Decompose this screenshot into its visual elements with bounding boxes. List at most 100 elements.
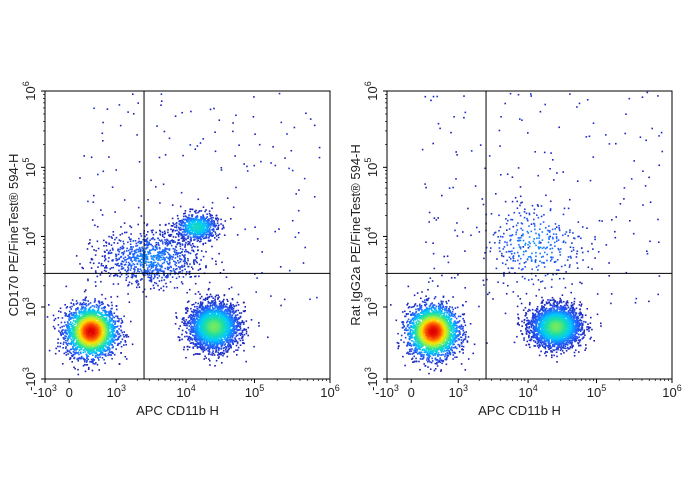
event-point [108,312,111,314]
event-point [196,237,198,240]
event-point [166,266,169,269]
event-point [215,341,217,343]
event-point [103,259,106,262]
event-point [75,351,77,354]
event-point [192,243,194,245]
event-point [188,273,191,275]
event-point [147,258,149,261]
event-point [161,262,164,265]
event-point [168,137,171,140]
event-point [189,208,191,210]
event-point [162,183,165,186]
event-point [208,223,210,225]
event-point [73,338,76,340]
event-point [150,264,152,266]
event-point [110,318,113,321]
event-point [231,308,234,310]
event-point [87,200,89,203]
event-point [106,346,109,349]
event-point [235,328,238,330]
event-point [245,360,247,363]
event-point [181,282,184,285]
event-point [204,308,207,310]
event-point [151,256,154,258]
event-point [174,263,176,266]
event-point [109,348,111,350]
event-point [188,300,190,303]
event-point [209,230,211,233]
event-point [103,350,105,352]
event-point [218,296,220,298]
event-point [241,321,243,324]
event-point [197,310,199,313]
event-point [89,302,92,304]
event-point [110,296,112,298]
event-point [158,244,160,247]
event-point [121,266,123,268]
event-point [200,314,202,316]
event-point [171,230,174,233]
event-point [170,228,172,231]
event-point [75,313,78,315]
event-point [142,263,145,266]
event-point [103,314,106,316]
event-point [158,269,161,271]
event-point [192,268,194,270]
event-point [196,353,199,355]
event-point [112,341,115,343]
event-point [184,219,186,221]
event-point [89,239,91,241]
event-point [227,341,229,343]
event-point [164,247,166,249]
event-point [197,346,200,348]
event-point [213,347,215,350]
event-point [150,274,153,277]
event-point [181,231,184,233]
event-point [135,258,137,260]
event-point [96,304,99,307]
event-point [101,214,104,216]
event-point [220,169,223,171]
event-point [140,264,142,266]
event-point [121,338,124,341]
event-point [236,301,239,304]
event-point [220,338,223,341]
event-point [227,310,230,312]
event-point [211,207,213,210]
event-point [216,344,218,347]
event-point [139,247,141,250]
event-point [197,315,200,317]
event-point [82,357,84,360]
event-point [212,340,215,342]
event-point [209,340,211,343]
event-point [204,339,206,342]
event-point [286,133,288,135]
event-point [106,311,108,313]
event-point [227,322,229,324]
event-point [181,318,184,321]
event-point [87,309,89,312]
event-point [156,255,158,258]
event-point [153,255,155,257]
event-point [137,283,140,285]
event-point [163,270,165,273]
event-point [164,259,166,262]
event-point [188,314,191,317]
event-point [178,232,181,234]
event-point [175,246,177,248]
event-point [120,322,123,324]
event-point [111,330,114,333]
event-point [68,319,70,321]
event-point [115,331,118,334]
event-point [46,316,49,318]
event-point [189,239,192,241]
event-point [231,311,234,313]
event-point [101,353,103,356]
event-point [218,252,220,255]
event-point [84,360,86,363]
event-point [118,265,121,267]
event-point [106,267,108,269]
event-point [162,270,164,272]
event-point [72,317,75,320]
event-point [215,316,217,319]
